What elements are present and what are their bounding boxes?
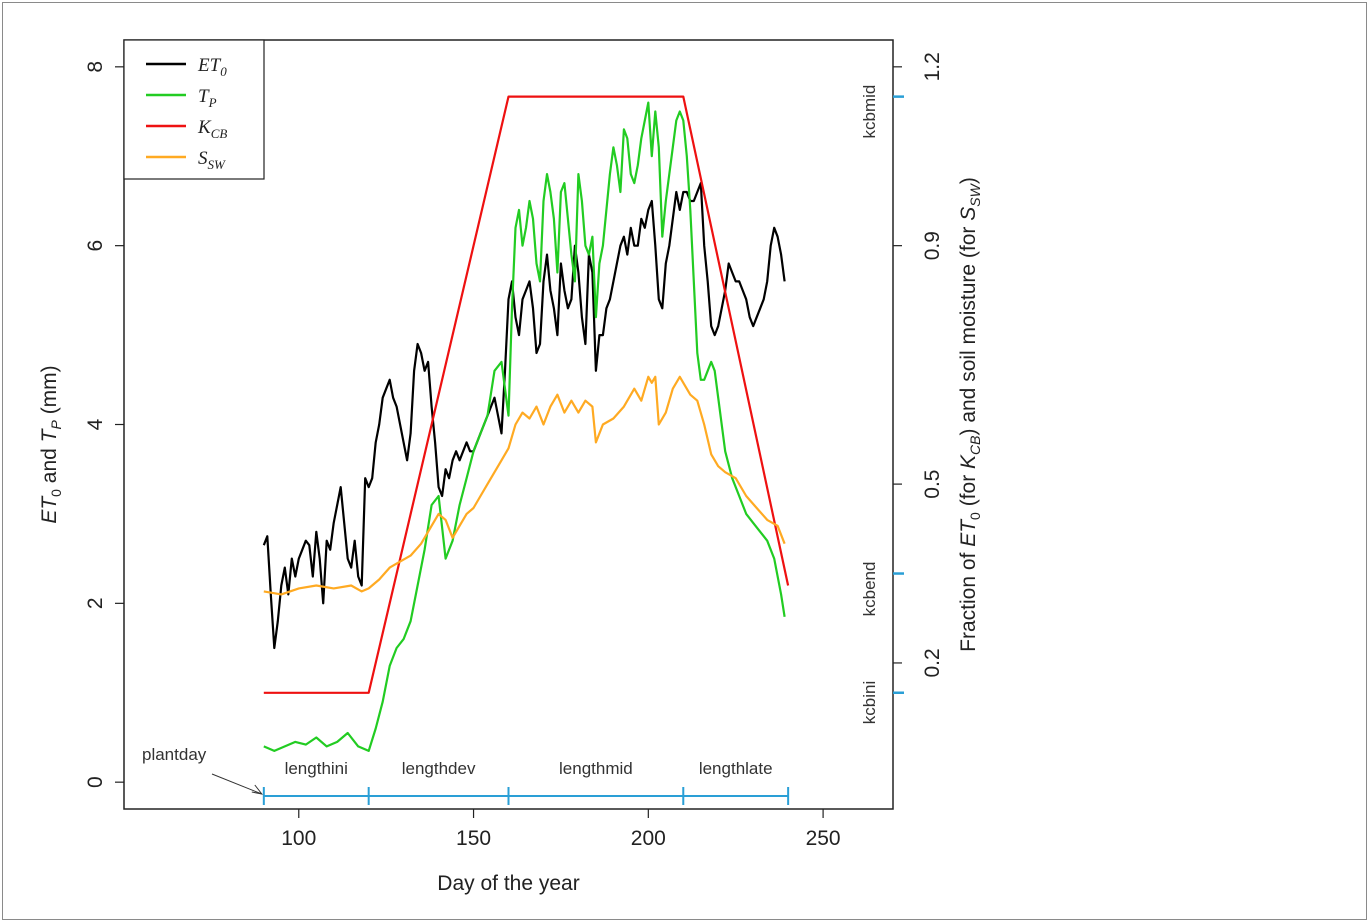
series-lines	[262, 95, 790, 753]
stage-label: lengthdev	[402, 759, 476, 778]
y-axis-left-label: ET0 and TP (mm)	[38, 365, 64, 523]
legend-entry-main: S	[198, 148, 208, 169]
ylabel-left-et: ET	[38, 495, 61, 524]
y-right-tick-label: 1.2	[921, 52, 944, 81]
legend-entry-main: K	[197, 117, 212, 138]
ylabel-right-et: ET	[957, 518, 980, 547]
ylabel-right-et-sub: 0	[967, 512, 983, 520]
kcb-marker-label: kcbend	[860, 562, 879, 617]
x-tick-label: 100	[281, 827, 316, 850]
ylabel-right-s-sub: SW	[967, 182, 983, 206]
y-left-tick-label: 0	[84, 776, 107, 788]
kcb-marker-label: kcbmid	[860, 85, 879, 139]
ylabel-left-and: and	[38, 442, 61, 489]
ylabel-right-part-e: ) and soil moisture (for	[957, 221, 980, 436]
legend-entry-main: ET	[197, 55, 222, 76]
y-left-tick-label: 6	[84, 240, 107, 252]
series-line-ssw	[263, 375, 786, 596]
x-tick-label: 250	[806, 827, 841, 850]
x-tick-label: 150	[456, 827, 491, 850]
legend-entry-sub: SW	[208, 157, 227, 172]
legend-entry-sub: P	[208, 95, 217, 110]
y-left-tick-label: 4	[84, 418, 107, 430]
plantday-arrow-head	[251, 784, 264, 795]
ylabel-left-t-sub: P	[48, 419, 64, 429]
plantday-label: plantday	[142, 745, 207, 764]
ylabel-right-part-c: (for	[957, 469, 980, 512]
right-axis-markers: kcbini kcbend kcbmid	[860, 85, 904, 724]
legend-box	[123, 39, 265, 180]
legend-entry-label: TP	[198, 86, 217, 110]
ylabel-left-et-sub: 0	[48, 489, 64, 497]
growth-stage-bar: lengthini lengthdev lengthmid lengthlate	[262, 759, 790, 805]
y-left-tick-label: 2	[84, 597, 107, 609]
plantday-annotation: plantday	[142, 745, 264, 795]
stage-label: lengthlate	[699, 759, 773, 778]
series-line-et0	[262, 182, 786, 650]
ylabel-right-k-sub: CB	[967, 436, 983, 455]
ylabel-left-t: T	[38, 427, 61, 442]
y-right-tick-label: 0.5	[921, 470, 944, 499]
y-axis-right-label: Fraction of ET0 (for KCB) and soil moist…	[957, 177, 983, 652]
legend-entry-label: KCB	[197, 117, 227, 141]
legend-entry-sub: 0	[220, 64, 227, 79]
legend-entry-main: T	[198, 86, 210, 107]
ylabel-right-k: K	[957, 454, 980, 469]
ylabel-right-part-a: Fraction of	[957, 547, 980, 652]
legend-entry-label: SSW	[198, 148, 226, 172]
x-axis-label: Day of the year	[437, 872, 579, 895]
series-line-tp	[263, 101, 786, 753]
kcb-marker-label: kcbini	[860, 681, 879, 724]
y-right-tick-label: 0.9	[921, 231, 944, 260]
y-left-tick-label: 8	[84, 61, 107, 73]
ylabel-left-unit: (mm)	[38, 365, 61, 420]
legend-entry-label: ET0	[197, 55, 227, 79]
stage-label: lengthmid	[559, 759, 633, 778]
plantday-arrow	[211, 773, 263, 795]
ylabel-right-part-g: )	[957, 177, 980, 184]
axes: 100 150 200 250 0 2 4 6 8 0.2 0.5 0.9 1.2	[84, 52, 944, 850]
x-tick-label: 200	[631, 827, 666, 850]
legend-entry-sub: CB	[211, 126, 228, 141]
series-line-kcb	[263, 95, 790, 694]
ylabel-right-s: S	[957, 207, 980, 221]
stage-label: lengthini	[285, 759, 348, 778]
y-right-tick-label: 0.2	[921, 648, 944, 677]
